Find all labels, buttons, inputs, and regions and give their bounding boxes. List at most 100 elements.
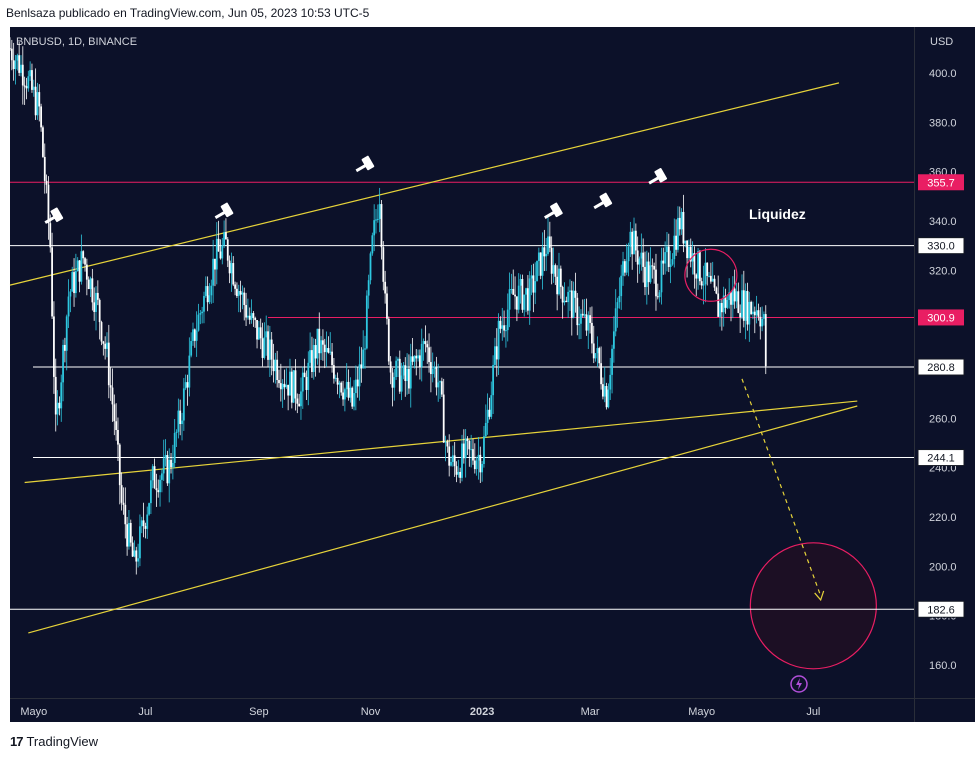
candle-body: [122, 502, 125, 505]
candle-body: [574, 290, 577, 298]
candle-body: [316, 328, 319, 359]
candle-body: [739, 312, 742, 318]
candle-body: [479, 454, 482, 473]
candle-body: [660, 260, 663, 293]
candle-body: [307, 362, 310, 390]
candle-body: [223, 232, 226, 246]
candle-body: [199, 313, 202, 315]
candle-body: [89, 278, 92, 290]
candle-body: [470, 449, 473, 451]
gavel-icon: [355, 155, 375, 173]
footer-brand[interactable]: TradingView: [26, 734, 99, 749]
candle-body: [98, 299, 101, 323]
candle-body: [362, 349, 365, 369]
candle-body: [389, 361, 392, 373]
candle-body: [532, 275, 535, 293]
candle-body: [188, 355, 191, 388]
candle-body: [69, 291, 72, 297]
candle-body: [759, 316, 762, 327]
target-circle: [749, 542, 877, 670]
candle-body: [494, 346, 496, 365]
candle-body: [530, 275, 533, 279]
gavel-icon: [593, 192, 613, 210]
candle-body: [62, 344, 64, 383]
candle-body: [578, 323, 581, 326]
y-tick-label: 400.0: [929, 68, 957, 80]
candle-body: [697, 251, 699, 279]
candle-body: [292, 370, 295, 403]
candle-body: [420, 343, 423, 367]
candle-body: [87, 279, 90, 290]
candle-body: [667, 246, 670, 267]
y-tick-label: 260.0: [929, 413, 957, 425]
level-badges: 355.7 330.0 300.9 280.8 244.1 182.6: [917, 174, 965, 618]
candle-body: [47, 184, 50, 224]
candle-body: [360, 364, 363, 369]
candle-body: [764, 314, 767, 367]
candle-body: [334, 377, 337, 379]
candle-body: [274, 359, 277, 372]
candle-body: [144, 526, 147, 529]
candle-body: [349, 387, 352, 398]
candle-body: [675, 235, 678, 250]
channel-line: [9, 82, 840, 286]
candle-body: [96, 292, 99, 300]
x-tick-label: Sep: [249, 706, 269, 718]
candle-body: [203, 295, 205, 312]
candle-body: [664, 252, 667, 264]
level-badge: [917, 600, 965, 618]
candle-body: [464, 438, 467, 459]
candle-body: [741, 290, 743, 318]
candle-body: [76, 260, 79, 271]
candle-body: [457, 471, 460, 475]
candle-body: [106, 342, 108, 349]
candle-body: [473, 460, 476, 470]
liquidity-label: Liquidez: [749, 206, 806, 222]
candle-body: [318, 328, 321, 354]
candle-body: [589, 315, 591, 323]
candle-body: [327, 348, 330, 353]
candle-body: [148, 503, 150, 515]
candle-body: [563, 300, 566, 303]
candle-body: [31, 70, 33, 90]
candle-body: [131, 542, 134, 557]
candle-body: [82, 251, 85, 259]
gavel-icon: [648, 168, 668, 185]
candle-body: [36, 92, 39, 116]
candle-body: [177, 410, 180, 432]
candle-body: [506, 309, 509, 331]
candle-body: [642, 252, 645, 267]
replay-lightning-icon[interactable]: [790, 675, 808, 693]
candle-body: [261, 338, 264, 358]
candle-body: [700, 281, 703, 286]
candle-body: [124, 504, 127, 525]
candle-body: [354, 379, 357, 394]
gavel-head: [599, 192, 613, 208]
candle-body: [706, 262, 709, 276]
candle-body: [217, 238, 220, 252]
candle-body: [192, 329, 194, 342]
candle-body: [671, 259, 674, 265]
candle-body: [616, 302, 619, 309]
candle-body: [375, 219, 377, 221]
chart[interactable]: BNBUSD, 1D, BINANCE USD Liquidez 160.0 18…: [0, 0, 979, 730]
candle-body: [51, 247, 53, 317]
candle-body: [521, 278, 524, 310]
candle-body: [111, 387, 114, 405]
candle-body: [338, 382, 341, 385]
candle-body: [387, 318, 390, 362]
candle-body: [382, 247, 385, 282]
candle-body: [490, 395, 493, 417]
candle-body: [248, 315, 251, 320]
candle-body: [100, 322, 103, 342]
candle-body: [281, 383, 284, 390]
candle-body: [638, 258, 641, 265]
candle-body: [9, 48, 11, 50]
lightning-glyph: [796, 678, 802, 690]
candle-body: [91, 278, 94, 303]
candle-body: [181, 420, 183, 425]
candle-body: [241, 292, 244, 295]
tradingview-logo-icon[interactable]: 17: [10, 734, 24, 749]
candle-body: [115, 421, 118, 430]
candle-body: [287, 384, 290, 396]
